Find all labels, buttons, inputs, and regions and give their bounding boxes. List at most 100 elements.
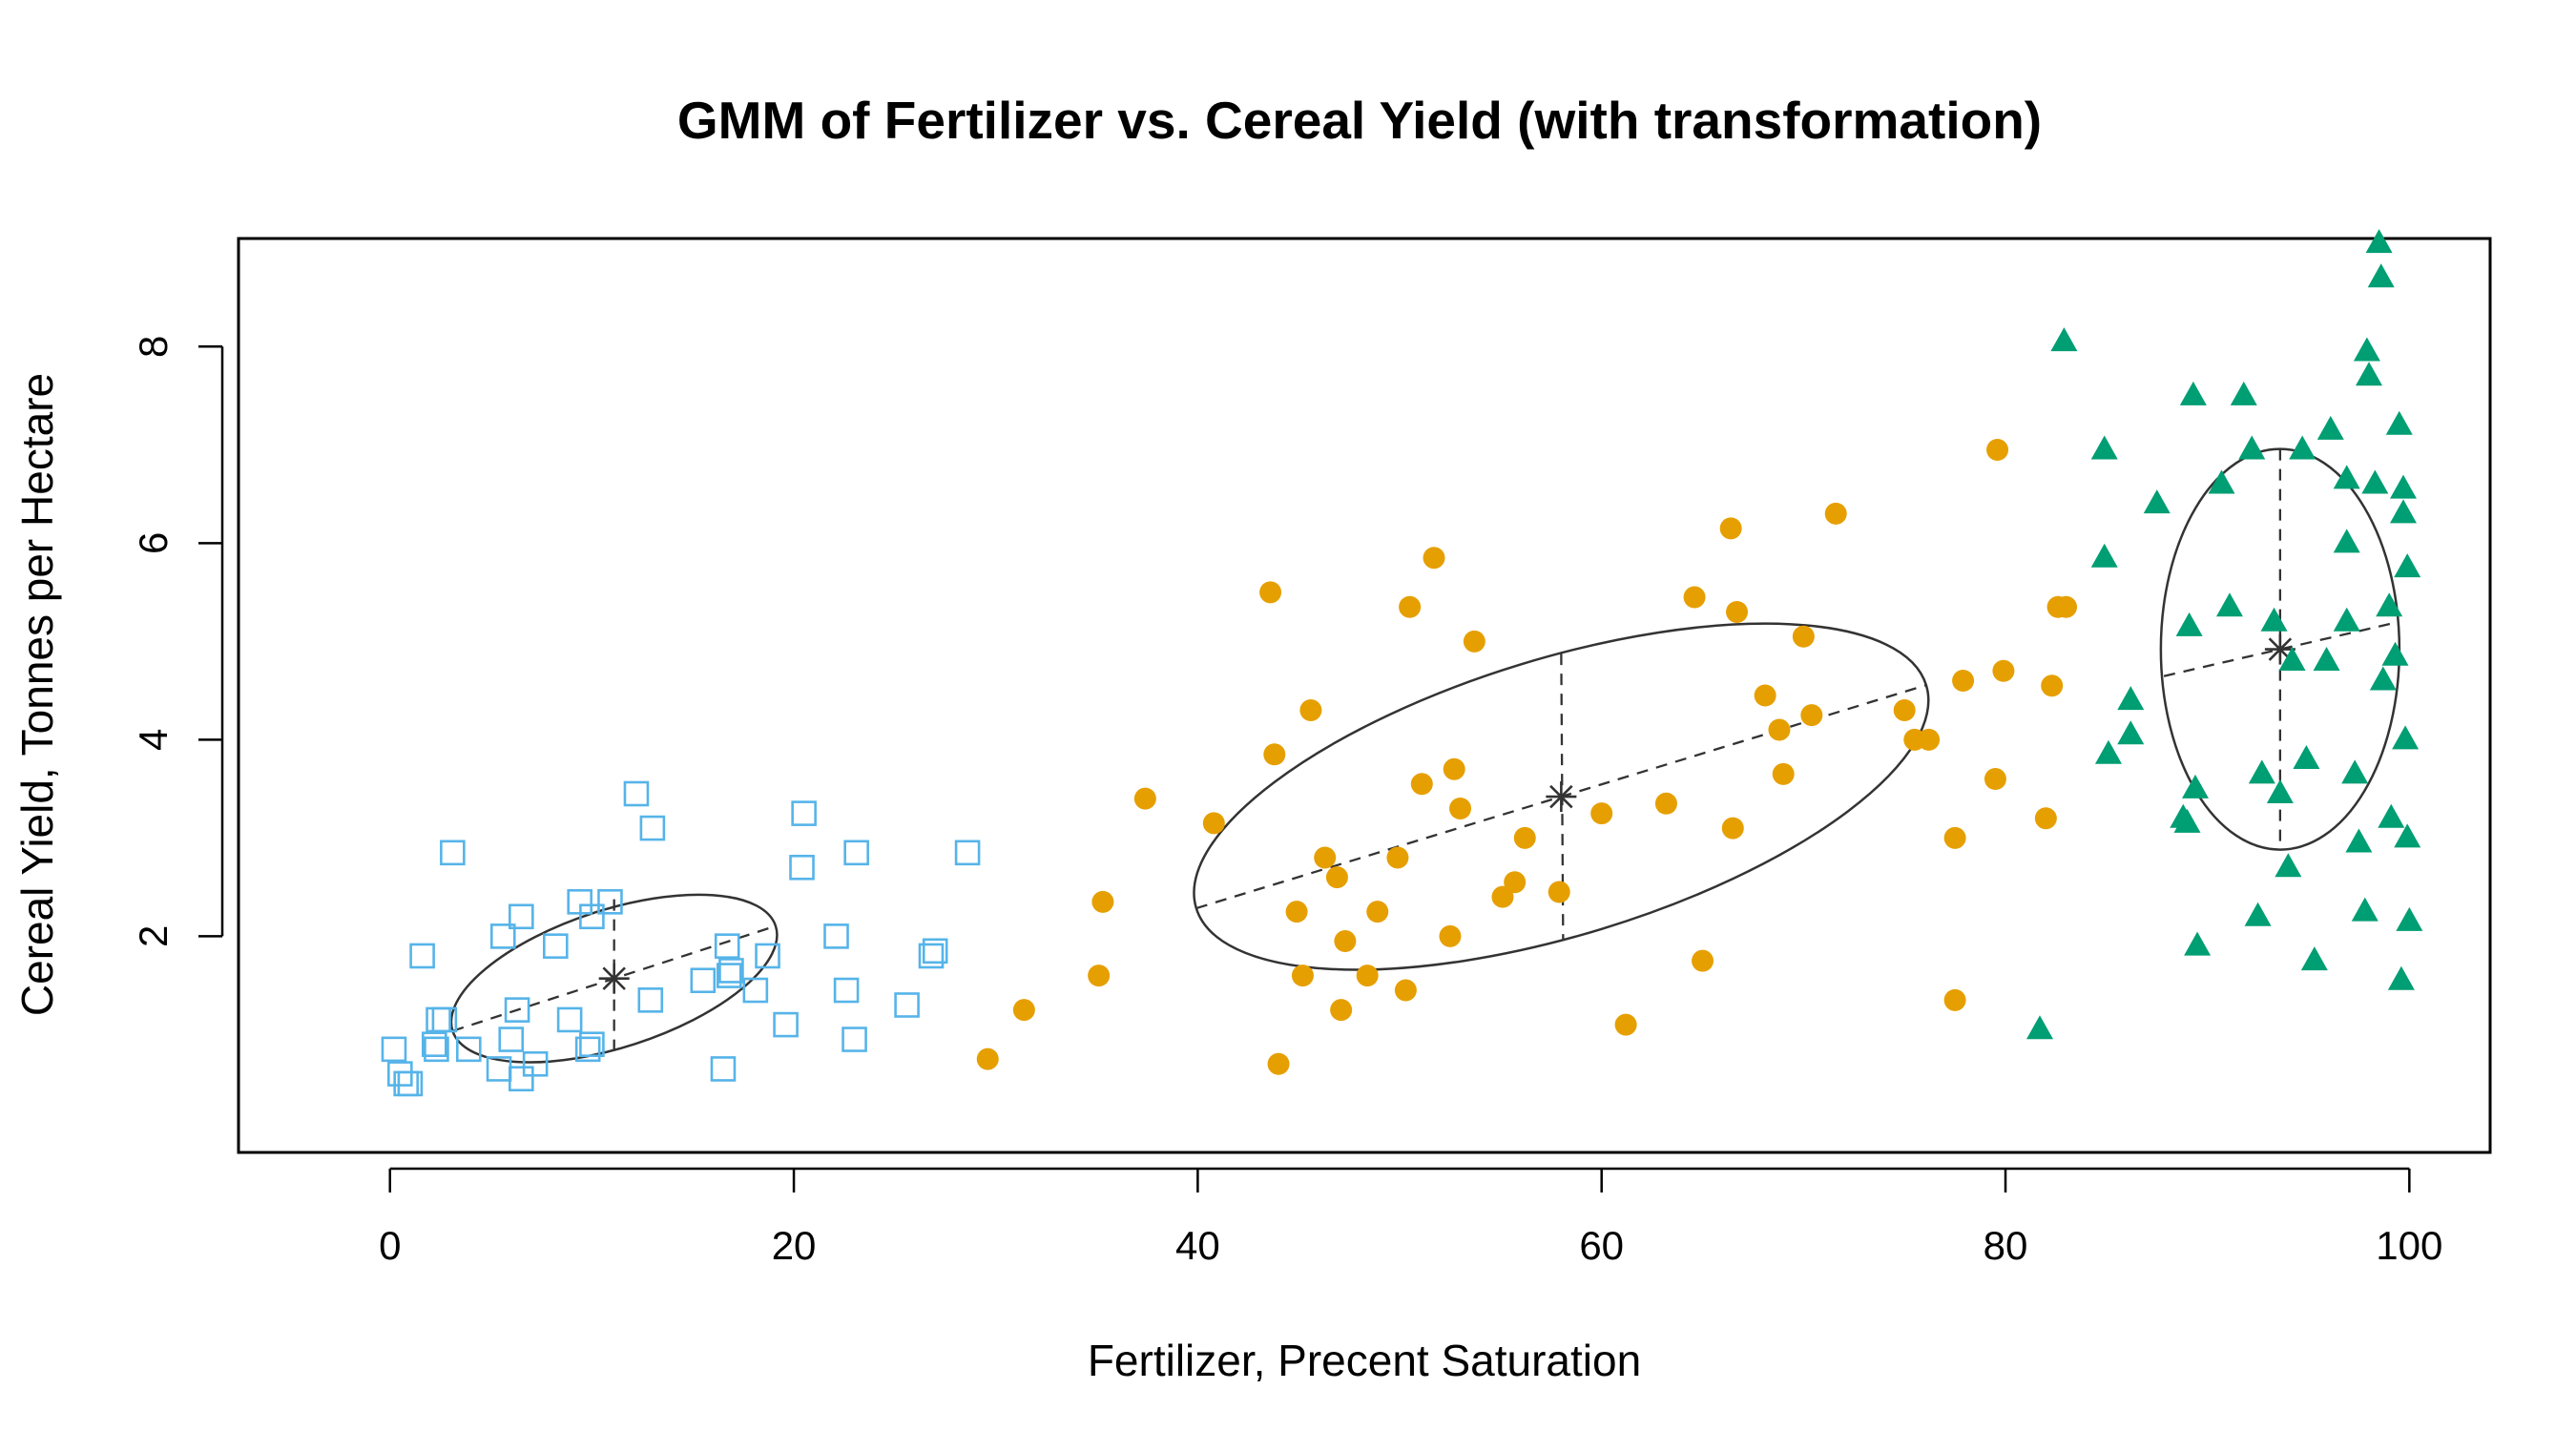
data-point-cluster-2 bbox=[1410, 773, 1433, 796]
data-point-cluster-1 bbox=[579, 903, 605, 930]
data-point-cluster-3 bbox=[2389, 499, 2417, 524]
data-point-cluster-3 bbox=[2175, 612, 2203, 636]
data-point-cluster-1 bbox=[710, 1056, 737, 1082]
data-point-cluster-1 bbox=[489, 923, 516, 949]
data-point-cluster-1 bbox=[843, 840, 869, 866]
x-axis: 0 20 40 60 80 100 bbox=[379, 1167, 2442, 1268]
data-point-cluster-3 bbox=[2117, 686, 2145, 711]
data-point-cluster-1 bbox=[422, 1031, 447, 1057]
data-point-cluster-2 bbox=[1548, 881, 1570, 903]
data-point-cluster-2 bbox=[1614, 1013, 1637, 1036]
data-point-cluster-2 bbox=[1754, 684, 1776, 707]
data-point-cluster-2 bbox=[1792, 625, 1815, 648]
data-point-cluster-2 bbox=[1513, 826, 1536, 849]
data-point-cluster-3 bbox=[2394, 823, 2421, 848]
data-point-cluster-2 bbox=[1314, 846, 1337, 869]
data-point-cluster-2 bbox=[976, 1047, 999, 1070]
y-axis-label: Cereal Yield, Tonnes per Hectare bbox=[12, 373, 62, 1016]
data-point-cluster-2 bbox=[1943, 988, 1966, 1011]
data-point-cluster-3 bbox=[2376, 592, 2403, 617]
data-point-cluster-2 bbox=[1772, 762, 1795, 785]
x-tick-label: 60 bbox=[1579, 1223, 1624, 1268]
data-point-cluster-3 bbox=[2369, 666, 2397, 691]
data-point-cluster-1 bbox=[431, 1006, 458, 1033]
data-point-cluster-2 bbox=[1463, 630, 1485, 653]
data-point-cluster-2 bbox=[1439, 924, 1462, 947]
data-point-cluster-1 bbox=[690, 967, 717, 994]
data-point-cluster-2 bbox=[1291, 964, 1314, 987]
data-point-cluster-3 bbox=[2396, 906, 2423, 931]
data-point-cluster-2 bbox=[1259, 581, 1282, 604]
data-point-cluster-1 bbox=[922, 938, 948, 964]
data-point-cluster-3 bbox=[2300, 946, 2328, 971]
data-point-cluster-1 bbox=[773, 1011, 799, 1038]
data-point-cluster-3 bbox=[2208, 469, 2235, 494]
data-point-cluster-2 bbox=[1202, 812, 1225, 835]
data-point-cluster-3 bbox=[2378, 803, 2405, 828]
data-point-cluster-3 bbox=[2248, 759, 2275, 784]
data-point-cluster-2 bbox=[1726, 600, 1749, 623]
data-point-cluster-1 bbox=[637, 987, 664, 1013]
data-point-cluster-2 bbox=[1721, 817, 1744, 840]
data-point-cluster-1 bbox=[742, 977, 769, 1004]
data-point-cluster-3 bbox=[2090, 543, 2118, 568]
x-tick-label: 40 bbox=[1175, 1223, 1220, 1268]
data-point-cluster-3 bbox=[2173, 808, 2201, 833]
data-point-cluster-1 bbox=[424, 1036, 449, 1063]
data-point-cluster-1 bbox=[954, 840, 981, 866]
data-point-cluster-1 bbox=[440, 840, 466, 866]
data-point-cluster-1 bbox=[639, 815, 666, 841]
data-point-cluster-1 bbox=[409, 943, 435, 969]
data-point-cluster-3 bbox=[2353, 337, 2380, 362]
data-point-cluster-3 bbox=[2275, 853, 2302, 878]
data-point-cluster-3 bbox=[2244, 902, 2272, 926]
data-point-cluster-3 bbox=[2333, 465, 2360, 489]
data-point-cluster-3 bbox=[2230, 381, 2257, 405]
data-point-cluster-1 bbox=[755, 943, 780, 969]
data-point-cluster-3 bbox=[2094, 739, 2122, 764]
data-point-cluster-3 bbox=[2367, 263, 2395, 288]
data-point-cluster-2 bbox=[1330, 999, 1353, 1022]
data-point-cluster-2 bbox=[1285, 901, 1308, 923]
data-point-cluster-2 bbox=[1952, 670, 1975, 693]
data-point-cluster-2 bbox=[1683, 586, 1706, 609]
data-point-cluster-3 bbox=[2394, 553, 2421, 578]
data-point-cluster-2 bbox=[1299, 698, 1322, 721]
data-point-cluster-2 bbox=[1012, 999, 1035, 1022]
data-point-cluster-1 bbox=[823, 923, 849, 949]
data-point-cluster-1 bbox=[579, 1031, 605, 1057]
data-point-cluster-1 bbox=[522, 1050, 549, 1077]
data-point-cluster-3 bbox=[2184, 931, 2212, 956]
data-point-cluster-1 bbox=[498, 1027, 525, 1052]
x-tick-label: 100 bbox=[2376, 1223, 2442, 1268]
data-point-cluster-1 bbox=[718, 958, 744, 984]
data-point-cluster-3 bbox=[2289, 435, 2316, 460]
data-point-cluster-3 bbox=[2181, 774, 2209, 798]
data-point-cluster-2 bbox=[1366, 901, 1389, 923]
data-point-cluster-2 bbox=[1992, 659, 2015, 682]
data-point-cluster-2 bbox=[1449, 797, 1472, 819]
data-point-cluster-3 bbox=[2238, 435, 2266, 460]
data-point-cluster-2 bbox=[2034, 807, 2057, 830]
data-point-cluster-2 bbox=[1356, 964, 1379, 987]
data-point-cluster-3 bbox=[2356, 362, 2383, 386]
data-point-cluster-3 bbox=[2266, 779, 2294, 804]
data-point-cluster-2 bbox=[1692, 949, 1714, 972]
data-point-cluster-2 bbox=[1399, 595, 1422, 618]
data-point-cluster-3 bbox=[2117, 720, 2145, 745]
data-point-cluster-3 bbox=[2365, 229, 2393, 254]
data-point-cluster-1 bbox=[455, 1036, 482, 1063]
data-points bbox=[381, 229, 2423, 1097]
data-point-cluster-3 bbox=[2179, 381, 2207, 405]
x-tick-label: 80 bbox=[1984, 1223, 2028, 1268]
data-point-cluster-3 bbox=[2215, 592, 2243, 617]
data-point-cluster-2 bbox=[1443, 757, 1465, 780]
data-point-cluster-2 bbox=[1918, 728, 1941, 751]
data-point-cluster-3 bbox=[2351, 897, 2379, 922]
data-point-cluster-2 bbox=[1986, 438, 2009, 461]
data-point-cluster-3 bbox=[2385, 410, 2413, 435]
data-point-cluster-1 bbox=[623, 780, 650, 807]
data-point-cluster-2 bbox=[1091, 890, 1114, 913]
data-point-cluster-3 bbox=[2333, 529, 2360, 553]
data-point-cluster-3 bbox=[2316, 415, 2344, 440]
